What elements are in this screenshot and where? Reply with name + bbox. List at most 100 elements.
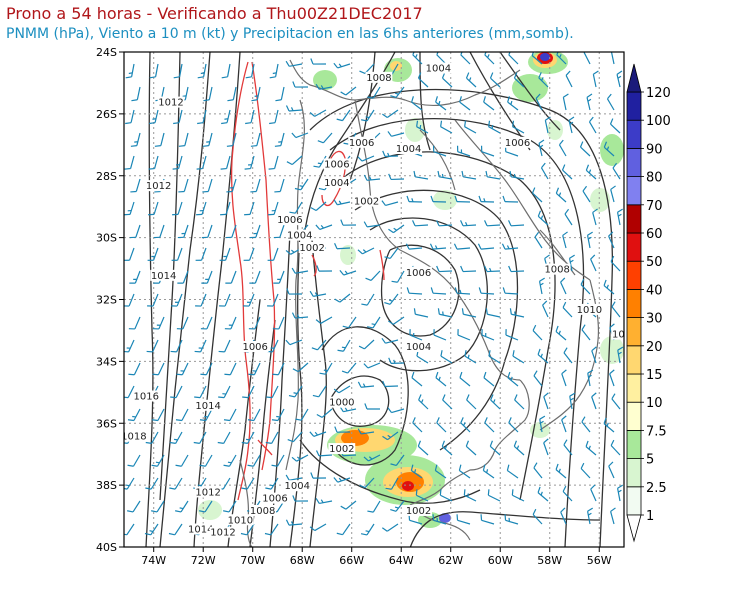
wind-barb: [223, 408, 237, 422]
wind-barb: [223, 454, 237, 467]
isobar-label-bg: [405, 266, 432, 278]
isobar-label-bg: [405, 504, 432, 516]
wind-barb: [483, 371, 495, 387]
isobar-label-bg: [424, 62, 452, 74]
wind-barb: [124, 523, 135, 536]
wind-barb: [273, 224, 285, 239]
wind-barb: [603, 417, 615, 433]
isobar-label: 1008: [366, 73, 391, 84]
wind-barb: [357, 381, 375, 388]
wind-barb: [127, 454, 141, 467]
wind-barb: [315, 450, 333, 457]
wind-barb: [201, 270, 213, 284]
wind-barb: [509, 308, 525, 318]
wind-barb: [175, 408, 189, 422]
wind-barb: [579, 141, 591, 157]
isobar-label-bg: [286, 229, 314, 241]
wind-barb: [226, 132, 237, 147]
wind-barb: [488, 350, 501, 364]
wind-barb: [583, 52, 591, 65]
wind-barb: [294, 178, 309, 191]
colorbar-label: 40: [646, 283, 663, 298]
isobar-label: 1006: [242, 342, 267, 353]
isobar-label-bg: [405, 341, 432, 352]
wind-barb: [291, 132, 309, 139]
wind-barb: [590, 484, 597, 502]
isobar-label: 1006: [262, 494, 287, 505]
isobar-label: 1012: [195, 487, 220, 498]
wind-barb: [360, 523, 375, 536]
isobar-label: 1012: [210, 528, 235, 539]
wind-barb: [269, 63, 279, 79]
wind-barb: [336, 109, 351, 122]
wind-barb: [315, 83, 333, 90]
wind-barb: [249, 270, 261, 284]
wind-barb: [272, 316, 285, 330]
wind-barb: [543, 392, 549, 410]
wind-barb: [248, 316, 261, 330]
wind-barb: [532, 508, 543, 525]
wind-barb: [221, 63, 231, 79]
wind-barb: [172, 201, 183, 216]
wind-barb: [125, 109, 135, 125]
wind-barb: [456, 514, 471, 525]
wind-barb: [145, 431, 159, 444]
wind-barb: [480, 145, 495, 157]
isobar-label-bg: [194, 399, 222, 411]
wind-barb: [124, 155, 135, 170]
wind-barb: [542, 300, 549, 318]
wind-barb: [537, 210, 549, 226]
wind-barb: [316, 408, 333, 418]
wind-barb: [507, 371, 519, 387]
wind-barb: [533, 462, 543, 479]
lat-tick-label: 36S: [96, 417, 117, 430]
wind-barb: [175, 454, 189, 467]
wind-barb: [538, 72, 549, 88]
colorbar-segment: [626, 260, 642, 290]
wind-barb: [178, 178, 189, 193]
wind-barb: [603, 279, 615, 295]
colorbar-label: 100: [646, 114, 671, 129]
wind-barb: [315, 498, 333, 505]
wind-barb: [585, 440, 597, 456]
wind-barb: [313, 155, 327, 168]
wind-barb: [483, 96, 495, 111]
wind-barb: [417, 440, 429, 456]
wind-barb: [333, 199, 351, 206]
isobar-label-bg: [328, 396, 356, 408]
wind-barb: [219, 293, 231, 307]
wind-barb: [388, 316, 405, 325]
wind-barb: [538, 277, 545, 295]
wind-barb: [265, 477, 279, 490]
wind-barb: [169, 431, 183, 444]
wind-barb: [148, 201, 159, 216]
wind-barb: [199, 408, 213, 422]
wind-barb: [295, 408, 309, 421]
wind-barb: [366, 316, 381, 329]
lon-tick-label: 60W: [488, 554, 513, 567]
isobar-label: 1008: [250, 506, 275, 517]
wind-barb: [485, 170, 501, 180]
colorbar-segment: [626, 232, 642, 262]
lon-tick-label: 58W: [537, 554, 562, 567]
isobar-label: 1002: [299, 243, 324, 254]
isobar-label-bg: [323, 158, 351, 170]
wind-barb: [245, 109, 255, 125]
wind-barb: [357, 155, 375, 162]
wind-barb: [612, 162, 621, 180]
wind-barb: [460, 417, 471, 433]
wind-barb: [454, 195, 471, 203]
latitude-axis: 24S 26S 28S 30S 32S 34S 36S 38S 40S: [96, 46, 124, 554]
wind-barb: [173, 63, 183, 79]
wind-barb: [361, 109, 375, 122]
wind-barb: [433, 329, 447, 341]
wind-barb: [412, 220, 429, 227]
wind-barb: [243, 293, 255, 307]
wind-barb: [592, 208, 598, 226]
wind-barb: [388, 357, 405, 364]
wind-barb: [461, 170, 477, 180]
wind-barb: [131, 86, 141, 102]
wind-barb: [315, 316, 333, 324]
wind-barb: [561, 164, 573, 180]
lat-tick-label: 26S: [96, 108, 117, 121]
